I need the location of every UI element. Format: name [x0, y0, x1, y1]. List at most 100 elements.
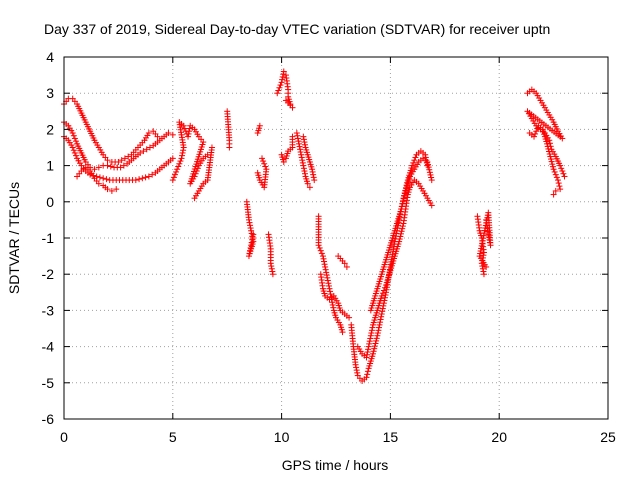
data-point — [180, 147, 187, 154]
data-point — [364, 371, 371, 378]
data-point — [425, 161, 432, 168]
data-point — [136, 176, 143, 183]
axis-ticks — [63, 56, 609, 420]
data-point — [306, 184, 313, 191]
data-point — [304, 180, 311, 187]
data-point — [278, 79, 285, 86]
data-point — [364, 368, 371, 375]
data-point — [375, 324, 382, 331]
data-point — [259, 155, 266, 162]
data-point — [175, 163, 182, 170]
data-point — [550, 166, 557, 173]
data-point — [372, 340, 379, 347]
data-point — [298, 151, 305, 158]
data-point — [484, 212, 491, 219]
data-point — [69, 130, 76, 137]
data-point — [170, 174, 177, 181]
data-point — [401, 193, 408, 200]
data-point — [363, 374, 370, 381]
data-point — [483, 263, 490, 270]
data-point — [480, 252, 487, 259]
data-point — [379, 290, 386, 297]
data-point — [555, 180, 562, 187]
data-point — [311, 177, 318, 184]
data-point — [104, 186, 111, 193]
data-point — [483, 219, 490, 226]
data-point — [479, 265, 486, 272]
data-point — [142, 174, 149, 181]
data-point — [261, 160, 268, 167]
data-point — [428, 174, 435, 181]
data-point — [246, 250, 253, 257]
data-point — [289, 133, 296, 140]
data-point — [478, 245, 485, 252]
data-point — [321, 261, 328, 268]
data-point — [268, 265, 275, 272]
data-point — [426, 169, 433, 176]
data-point — [298, 154, 305, 161]
data-point — [191, 173, 198, 180]
data-point — [412, 154, 419, 161]
y-tick-label: 0 — [46, 194, 54, 210]
data-point — [368, 330, 375, 337]
data-point — [353, 367, 360, 374]
data-point — [297, 149, 304, 156]
data-point — [177, 158, 184, 165]
data-point — [300, 165, 307, 172]
data-point — [322, 266, 329, 273]
data-point — [376, 321, 383, 328]
data-point — [410, 159, 417, 166]
data-point — [398, 228, 405, 235]
data-point — [377, 319, 384, 326]
data-point — [479, 237, 486, 244]
data-point — [400, 195, 407, 202]
data-point — [552, 171, 559, 178]
data-point — [245, 253, 252, 260]
data-point — [428, 202, 435, 209]
data-point — [299, 157, 306, 164]
x-tick-label: 0 — [60, 429, 68, 445]
data-point — [364, 351, 371, 358]
data-point — [193, 168, 200, 175]
data-point — [478, 242, 485, 249]
data-point — [324, 277, 331, 284]
data-point — [375, 327, 382, 334]
data-point — [268, 263, 275, 270]
data-point — [380, 287, 387, 294]
data-point — [267, 260, 274, 267]
data-point — [95, 180, 102, 187]
data-point — [329, 299, 336, 306]
data-point — [71, 149, 78, 156]
data-point — [274, 90, 281, 97]
data-point — [365, 346, 372, 353]
data-point — [479, 263, 486, 270]
data-point — [192, 170, 199, 177]
y-tick-label: -3 — [42, 302, 55, 318]
data-point — [70, 147, 77, 154]
y-axis-label: SDTVAR / TECUs — [6, 182, 22, 294]
y-tick-label: -5 — [42, 375, 55, 391]
data-point — [422, 151, 429, 158]
data-point — [95, 164, 102, 171]
data-point — [325, 280, 332, 287]
data-point — [546, 148, 553, 155]
data-point — [545, 145, 552, 152]
data-point — [293, 130, 300, 137]
data-point — [354, 369, 361, 376]
data-point — [256, 122, 263, 129]
data-point — [125, 153, 132, 160]
data-point — [269, 271, 276, 278]
data-point — [428, 177, 435, 184]
data-point — [320, 255, 327, 262]
data-point — [341, 260, 348, 267]
data-point — [482, 222, 489, 229]
data-point — [185, 130, 192, 137]
data-point — [367, 335, 374, 342]
data-point — [484, 214, 491, 221]
data-point — [378, 292, 385, 299]
data-point — [422, 154, 429, 161]
data-point — [104, 162, 111, 169]
data-point — [107, 163, 114, 170]
data-point — [397, 230, 404, 237]
